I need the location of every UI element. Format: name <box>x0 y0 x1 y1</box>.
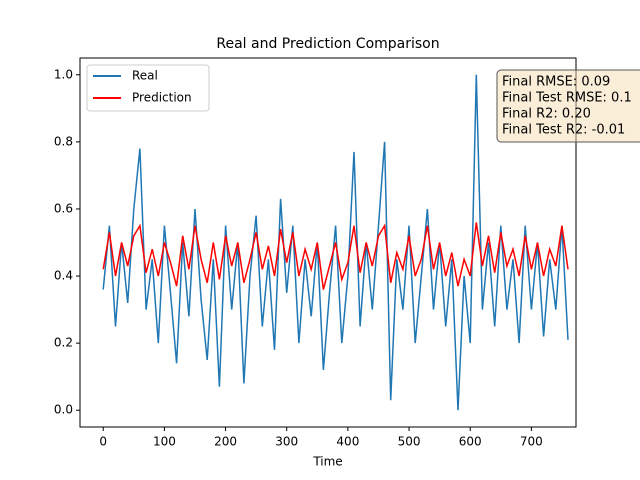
legend-label: Real <box>132 69 158 83</box>
y-tick-label: 0.0 <box>54 403 73 417</box>
y-tick-label: 0.8 <box>54 134 73 148</box>
y-tick-label: 1.0 <box>54 67 73 81</box>
legend-label: Prediction <box>132 91 192 105</box>
x-tick-label: 600 <box>459 435 482 449</box>
y-tick-label: 0.2 <box>54 336 73 350</box>
x-tick-label: 200 <box>214 435 237 449</box>
annotation: Final RMSE: 0.09 <box>502 75 610 90</box>
chart-title: Real and Prediction Comparison <box>216 36 439 52</box>
x-tick-label: 0 <box>99 435 107 449</box>
x-tick-label: 700 <box>520 435 543 449</box>
plot-frame <box>79 57 577 428</box>
x-tick-label: 500 <box>398 435 421 449</box>
x-tick-label: 300 <box>275 435 298 449</box>
x-axis-label: Time <box>312 455 342 469</box>
line-series <box>102 222 569 290</box>
annotation: Final Test R2: -0.01 <box>502 123 625 138</box>
line-series <box>102 74 569 411</box>
annotation-box <box>496 69 640 143</box>
annotation: Final Test RMSE: 0.1 <box>502 91 632 106</box>
y-tick-label: 0.4 <box>54 269 73 283</box>
y-tick-label: 0.6 <box>54 201 73 215</box>
annotation: Final R2: 0.20 <box>502 107 591 122</box>
x-tick-label: 100 <box>153 435 176 449</box>
x-tick-label: 400 <box>336 435 359 449</box>
